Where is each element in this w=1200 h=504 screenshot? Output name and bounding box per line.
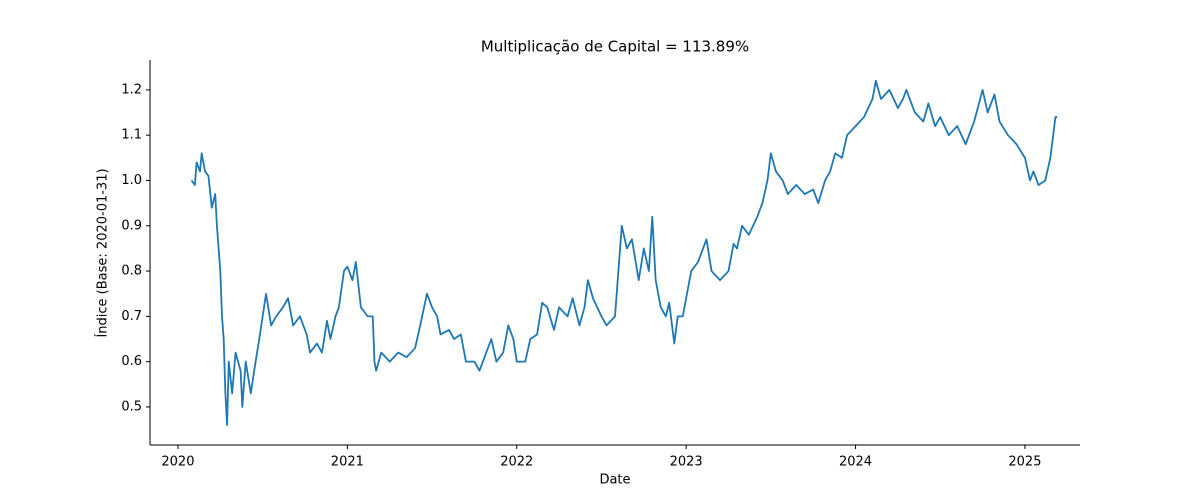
x-tick-label: 2021 — [331, 455, 364, 470]
y-tick-label: 0.8 — [121, 264, 142, 279]
x-tick-label: 2024 — [839, 455, 872, 470]
y-tick-label: 1.0 — [121, 173, 142, 188]
data-line — [190, 79, 1058, 426]
y-tick-label: 1.2 — [121, 82, 142, 97]
chart-title: Multiplicação de Capital = 113.89% — [481, 38, 749, 56]
x-tick-label: 2023 — [670, 455, 703, 470]
y-axis-label: Índice (Base: 2020-01-31) — [95, 168, 111, 337]
x-tick-label: 2020 — [161, 455, 194, 470]
y-tick-label: 0.6 — [121, 354, 142, 369]
x-tick-label: 2022 — [500, 455, 533, 470]
y-tick-label: 1.1 — [121, 128, 142, 143]
x-axis-label: Date — [599, 473, 630, 488]
y-tick-label: 0.9 — [121, 218, 142, 233]
x-tick-label: 2025 — [1008, 455, 1041, 470]
y-tick-label: 0.7 — [121, 309, 142, 324]
y-tick-label: 0.5 — [121, 399, 142, 414]
